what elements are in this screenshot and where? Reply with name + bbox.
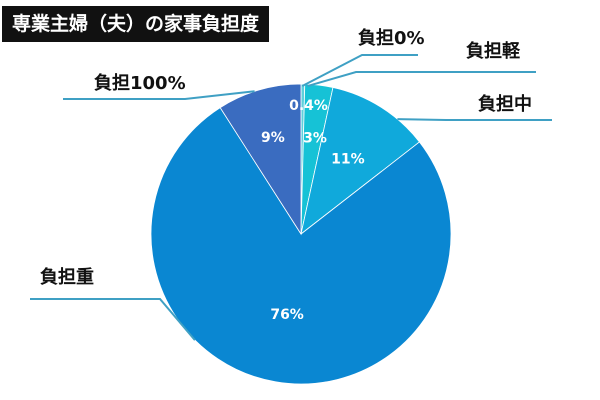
- leader-line: [301, 54, 418, 87]
- slice-percent-label: 9%: [261, 130, 285, 146]
- slice-category-label: 負担100%: [94, 72, 186, 94]
- leader-line: [30, 298, 196, 341]
- chart-title: 専業主婦（夫）の家事負担度: [2, 6, 270, 42]
- slice-category-label: 負担0%: [358, 27, 425, 49]
- slice-percent-label: 11%: [331, 152, 365, 168]
- leader-line: [397, 118, 552, 121]
- leader-line: [63, 90, 255, 100]
- pie-slice: [300, 86, 421, 235]
- pie-slice: [150, 107, 452, 385]
- pie-slice: [219, 83, 302, 236]
- slice-percent-label: 76%: [270, 307, 304, 323]
- slice-category-label: 負担軽: [466, 40, 521, 62]
- slice-category-label: 負担中: [478, 93, 532, 115]
- slice-percent-label: 0.4%: [289, 98, 328, 114]
- slice-category-label: 負担重: [40, 266, 94, 288]
- leader-line: [307, 71, 536, 88]
- slice-percent-label: 3%: [303, 131, 327, 147]
